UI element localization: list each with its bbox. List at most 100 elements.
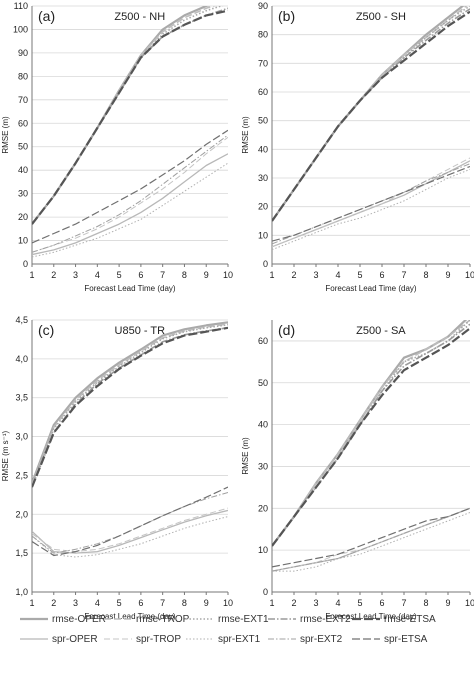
x-tick-label: 7 [160, 270, 165, 280]
x-tick-label: 5 [117, 270, 122, 280]
y-tick-label: 30 [258, 461, 268, 471]
legend-item-rmse-trop: rmse-TROP [104, 614, 190, 625]
y-tick-label: 2,0 [15, 509, 28, 519]
legend-item-spr-oper: spr-OPER [20, 634, 98, 645]
y-tick-label: 60 [258, 336, 268, 346]
legend-label: spr-EXT1 [218, 634, 261, 645]
x-tick-label: 7 [401, 598, 406, 608]
legend-label: rmse-EXT1 [218, 614, 269, 625]
series-line-spr-ext2 [272, 507, 470, 572]
y-tick-label: 40 [18, 165, 28, 175]
y-axis-label: RMSE (m) [241, 437, 250, 475]
y-tick-label: 4,5 [15, 315, 28, 325]
panel-title: Z500 - SH [356, 11, 406, 23]
x-tick-label: 3 [73, 598, 78, 608]
series-line-spr-etsa [32, 129, 228, 244]
y-axis-label: RMSE (m) [241, 116, 250, 154]
series-line-rmse-etsa [32, 9, 228, 225]
legend-item-rmse-oper: rmse-OPER [20, 614, 106, 625]
x-tick-label: 3 [73, 270, 78, 280]
x-tick-label: 3 [313, 598, 318, 608]
x-tick-label: 1 [29, 598, 34, 608]
x-tick-label: 6 [379, 270, 384, 280]
series-line-spr-etsa [272, 165, 470, 242]
x-tick-label: 10 [223, 270, 233, 280]
x-tick-label: 1 [269, 598, 274, 608]
series-line-rmse-ext1 [32, 6, 224, 225]
x-tick-label: 7 [160, 598, 165, 608]
y-tick-label: 4,0 [15, 354, 28, 364]
panel-label: (d) [278, 322, 295, 338]
y-tick-label: 90 [258, 1, 268, 11]
panel-label: (c) [38, 322, 54, 338]
y-axis-label: RMSE (m s⁻¹) [1, 430, 10, 481]
x-tick-label: 2 [51, 270, 56, 280]
series-line-spr-ext2 [32, 134, 228, 253]
series-line-rmse-trop [32, 323, 228, 486]
x-tick-label: 6 [138, 270, 143, 280]
legend-item-rmse-ext1: rmse-EXT1 [186, 614, 269, 625]
x-tick-label: 2 [291, 270, 296, 280]
x-tick-label: 5 [357, 270, 362, 280]
series-line-rmse-ext2 [32, 327, 228, 488]
x-axis-label: Forecast Lead Time (day) [84, 612, 175, 621]
series-line-rmse-ext1 [32, 323, 228, 486]
x-tick-label: 8 [423, 270, 428, 280]
y-tick-label: 30 [258, 173, 268, 183]
series-line-spr-ext2 [32, 492, 228, 554]
series-line-rmse-trop [32, 6, 216, 225]
y-tick-label: 0 [23, 259, 28, 269]
x-tick-label: 8 [423, 598, 428, 608]
y-tick-label: 10 [18, 236, 28, 246]
x-tick-label: 9 [204, 270, 209, 280]
x-tick-label: 5 [117, 598, 122, 608]
series-line-rmse-oper [32, 6, 210, 225]
x-axis-label: Forecast Lead Time (day) [84, 284, 175, 293]
y-tick-label: 50 [18, 142, 28, 152]
legend-item-spr-trop: spr-TROP [104, 634, 181, 645]
x-axis-label: Forecast Lead Time (day) [325, 612, 416, 621]
y-tick-label: 3,0 [15, 432, 28, 442]
panel-label: (a) [38, 8, 55, 24]
series-line-spr-oper [272, 507, 470, 572]
x-tick-label: 4 [95, 270, 100, 280]
y-tick-label: 50 [258, 378, 268, 388]
panel-title: U850 - TR [115, 325, 166, 337]
legend-label: rmse-ETSA [384, 614, 436, 625]
panel-label: (b) [278, 8, 295, 24]
y-tick-label: 70 [18, 95, 28, 105]
y-tick-label: 0 [263, 259, 268, 269]
series-line-rmse-ext2 [272, 323, 470, 547]
y-tick-label: 60 [258, 87, 268, 97]
x-tick-label: 6 [379, 598, 384, 608]
legend-label: rmse-TROP [136, 614, 190, 625]
series-line-rmse-ext1 [272, 320, 470, 547]
y-tick-label: 40 [258, 420, 268, 430]
series-line-spr-trop [272, 157, 470, 248]
y-tick-label: 10 [258, 230, 268, 240]
series-line-rmse-ext2 [272, 8, 470, 222]
series-line-spr-trop [32, 136, 228, 253]
series-line-spr-ext1 [272, 512, 470, 572]
x-tick-label: 4 [335, 598, 340, 608]
x-tick-label: 9 [204, 598, 209, 608]
legend-label: spr-OPER [52, 634, 98, 645]
y-tick-label: 40 [258, 144, 268, 154]
x-tick-label: 8 [182, 270, 187, 280]
x-tick-label: 7 [401, 270, 406, 280]
legend-label: spr-TROP [136, 634, 181, 645]
x-tick-label: 4 [335, 270, 340, 280]
y-tick-label: 80 [258, 30, 268, 40]
chart-panel-3: 1,0 1,5 2,0 2,5 3,0 3,5 4,0 4,5 1 2 3 4 5 6 7 8 9 10 Forec… [1, 315, 233, 621]
y-tick-label: 60 [18, 118, 28, 128]
x-tick-label: 3 [313, 270, 318, 280]
legend-label: rmse-OPER [52, 614, 106, 625]
x-axis-label: Forecast Lead Time (day) [325, 284, 416, 293]
x-tick-label: 10 [223, 598, 233, 608]
y-tick-label: 3,5 [15, 393, 28, 403]
x-tick-label: 10 [465, 270, 474, 280]
legend-item-rmse-etsa: rmse-ETSA [352, 614, 436, 625]
legend-label: rmse-EXT2 [300, 614, 351, 625]
x-tick-label: 5 [357, 598, 362, 608]
